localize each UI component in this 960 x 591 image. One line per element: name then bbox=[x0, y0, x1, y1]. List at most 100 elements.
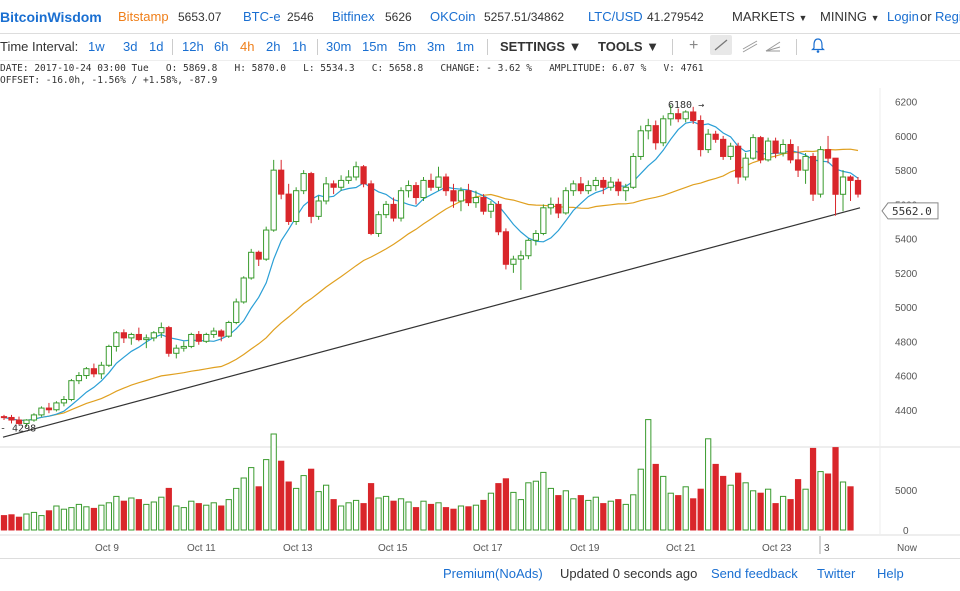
interval-3m[interactable]: 3m bbox=[427, 39, 446, 54]
volume-bar bbox=[794, 479, 802, 531]
mining-menu[interactable]: MINING ▼ bbox=[820, 9, 880, 24]
volume-bar bbox=[38, 515, 45, 531]
time-tick-label: Oct 21 bbox=[666, 543, 696, 554]
brand-logo[interactable]: BitcoinWisdom bbox=[0, 9, 102, 25]
candle-up bbox=[240, 277, 247, 303]
candle-up bbox=[382, 203, 390, 216]
candle-down bbox=[442, 176, 450, 192]
candle-up bbox=[98, 364, 105, 375]
ticker-bitfinex-name[interactable]: Bitfinex bbox=[332, 9, 375, 24]
price-tick-label: 5000 bbox=[895, 303, 918, 314]
candle-down bbox=[218, 330, 225, 337]
candle-up bbox=[38, 407, 45, 416]
volume-bar bbox=[450, 508, 457, 531]
volume-bar bbox=[457, 505, 465, 531]
ticker-ltcusd-name[interactable]: LTC/USD bbox=[588, 9, 643, 24]
markets-menu[interactable]: MARKETS ▼ bbox=[732, 9, 807, 24]
or-text: or bbox=[920, 9, 932, 24]
premium-link[interactable]: Premium(NoAds) bbox=[443, 566, 543, 581]
candle-down bbox=[120, 332, 127, 339]
interval-4h[interactable]: 4h bbox=[240, 39, 255, 54]
fib-tool-button[interactable] bbox=[763, 35, 783, 58]
volume-bar bbox=[15, 516, 23, 531]
toolbar-divider bbox=[487, 39, 488, 55]
volume-bar bbox=[592, 496, 599, 531]
candle-down bbox=[255, 251, 262, 260]
volume-bar bbox=[135, 499, 142, 531]
ticker-btce-name[interactable]: BTC-e bbox=[243, 9, 281, 24]
offset-info-line: OFFSET: -16.0h, -1.56% / +1.58%, -87.9 bbox=[0, 75, 218, 86]
toolbar-divider bbox=[317, 39, 318, 55]
volume-bar bbox=[405, 501, 412, 531]
interval-12h[interactable]: 12h bbox=[182, 39, 204, 54]
candle-up bbox=[53, 402, 60, 411]
candle-down bbox=[465, 190, 472, 204]
candle-up bbox=[667, 113, 674, 120]
interval-1d[interactable]: 1d bbox=[149, 39, 164, 54]
volume-bar bbox=[487, 492, 495, 531]
candle-down bbox=[787, 143, 794, 161]
tools-label: TOOLS bbox=[598, 39, 643, 54]
candle-up bbox=[233, 301, 240, 323]
ticker-okcoin-price: 5257.51/34862 bbox=[484, 10, 565, 24]
volume-bar bbox=[697, 488, 704, 531]
twitter-link[interactable]: Twitter bbox=[817, 566, 856, 581]
volume-bar bbox=[308, 468, 315, 531]
candle-up bbox=[817, 149, 824, 195]
candle-down bbox=[832, 157, 839, 195]
login-link[interactable]: Login bbox=[887, 9, 919, 24]
candle-up bbox=[128, 333, 135, 339]
candle-down bbox=[45, 407, 53, 411]
alert-button[interactable] bbox=[810, 36, 826, 57]
interval-1h[interactable]: 1h bbox=[292, 39, 307, 54]
register-link[interactable]: Regis bbox=[935, 9, 960, 24]
candle-up bbox=[839, 176, 847, 195]
help-link[interactable]: Help bbox=[877, 566, 904, 581]
volume-bar bbox=[382, 495, 390, 531]
horizontal-line-tool-button[interactable] bbox=[740, 35, 760, 58]
volume-bar bbox=[847, 486, 854, 531]
ticker-okcoin-name[interactable]: OKCoin bbox=[430, 9, 476, 24]
volume-bar bbox=[263, 459, 270, 531]
candle-up bbox=[802, 155, 809, 171]
settings-menu[interactable]: SETTINGS ▼ bbox=[500, 39, 582, 54]
candle-up bbox=[525, 239, 532, 257]
price-chart[interactable]: 4400460048005000520054005600580060006200… bbox=[0, 88, 960, 556]
volume-bar bbox=[525, 482, 532, 531]
interval-3d[interactable]: 3d bbox=[123, 39, 138, 54]
interval-1m[interactable]: 1m bbox=[456, 39, 475, 54]
interval-6h[interactable]: 6h bbox=[214, 39, 229, 54]
volume-bar bbox=[517, 499, 525, 531]
candle-down bbox=[427, 179, 435, 188]
candle-down bbox=[502, 231, 510, 265]
candle-down bbox=[285, 193, 292, 223]
volume-bar bbox=[690, 498, 697, 531]
volume-bar bbox=[75, 503, 83, 531]
candle-up bbox=[323, 183, 330, 202]
ticker-btce-price: 2546 bbox=[287, 10, 314, 24]
trend-line bbox=[2, 207, 861, 438]
time-tick-label: Oct 17 bbox=[473, 543, 503, 554]
volume-bar bbox=[817, 471, 824, 531]
interval-30m[interactable]: 30m bbox=[326, 39, 352, 54]
interval-15m[interactable]: 15m bbox=[362, 39, 388, 54]
interval-2h[interactable]: 2h bbox=[266, 39, 281, 54]
candle-down bbox=[412, 185, 420, 199]
send-feedback-link[interactable]: Send feedback bbox=[711, 566, 798, 581]
time-tick-label: Now bbox=[897, 543, 918, 554]
line-tool-button[interactable] bbox=[710, 35, 732, 55]
time-interval-label: Time Interval: bbox=[0, 39, 79, 54]
candle-up bbox=[375, 214, 382, 234]
time-tick-label: 3 bbox=[824, 543, 830, 554]
candle-down bbox=[809, 155, 817, 195]
interval-1w[interactable]: 1w bbox=[88, 39, 105, 54]
ticker-bitstamp-name[interactable]: Bitstamp bbox=[118, 9, 169, 24]
tools-menu[interactable]: TOOLS ▼ bbox=[598, 39, 659, 54]
price-tick-label: 4400 bbox=[895, 406, 918, 417]
candle-up bbox=[660, 118, 667, 144]
volume-tick-label: 5000 bbox=[895, 486, 918, 497]
interval-5m[interactable]: 5m bbox=[398, 39, 417, 54]
volume-tick-label: 0 bbox=[903, 526, 909, 537]
candle-down bbox=[824, 149, 832, 159]
crosshair-icon[interactable]: + bbox=[689, 37, 699, 54]
